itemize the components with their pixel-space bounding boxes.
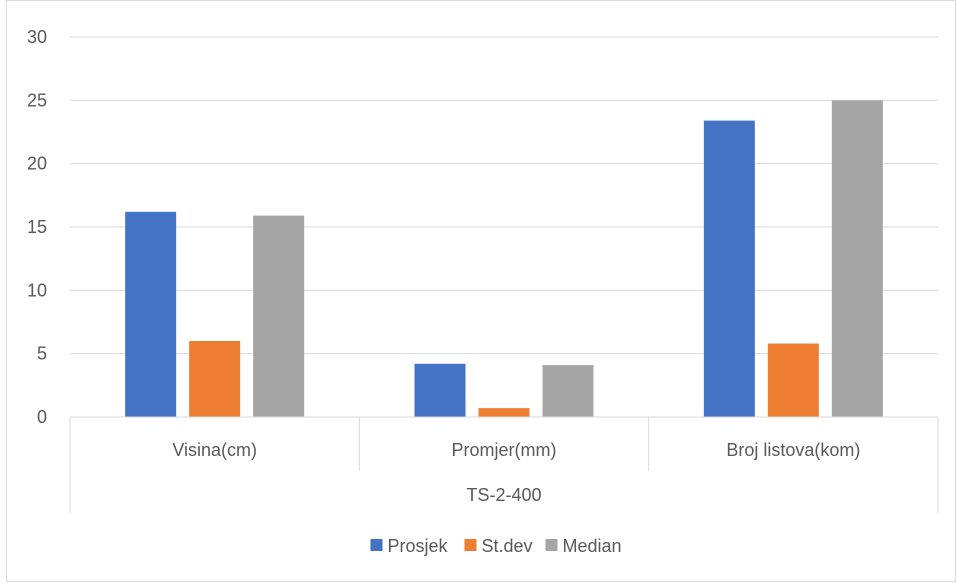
legend-label: St.dev bbox=[482, 536, 533, 556]
y-axis-ticks: 0 5 10 15 20 25 30 bbox=[27, 27, 47, 427]
x-category-label: Broj listova(kom) bbox=[726, 440, 860, 460]
x-axis-group-label: TS-2-400 bbox=[466, 485, 541, 505]
x-axis-category-labels: Visina(cm) Promjer(mm) Broj listova(kom) bbox=[172, 440, 860, 460]
legend-swatch bbox=[545, 539, 558, 551]
bars bbox=[125, 100, 883, 417]
y-tick-label: 15 bbox=[27, 217, 47, 237]
legend-swatch bbox=[370, 539, 383, 551]
bar-median-2 bbox=[542, 365, 594, 417]
y-tick-label: 20 bbox=[27, 154, 47, 174]
bar-median-3 bbox=[831, 100, 883, 417]
bar-prosjek-2 bbox=[414, 363, 466, 417]
legend: Prosjek St.dev Median bbox=[370, 536, 622, 556]
y-tick-label: 10 bbox=[27, 280, 47, 300]
legend-label: Median bbox=[563, 536, 622, 556]
bar-median-1 bbox=[253, 215, 305, 417]
x-category-label: Promjer(mm) bbox=[452, 440, 557, 460]
y-tick-label: 25 bbox=[27, 90, 47, 110]
y-tick-label: 0 bbox=[37, 407, 47, 427]
legend-swatch bbox=[464, 539, 477, 551]
bar-prosjek-3 bbox=[703, 120, 755, 417]
bar-st-dev-1 bbox=[189, 341, 241, 417]
x-category-label: Visina(cm) bbox=[172, 440, 257, 460]
x-axis bbox=[69, 416, 939, 513]
legend-label: Prosjek bbox=[388, 536, 449, 556]
y-tick-label: 30 bbox=[27, 27, 47, 47]
bar-st-dev-2 bbox=[478, 408, 530, 417]
y-tick-label: 5 bbox=[37, 344, 47, 364]
bar-st-dev-3 bbox=[767, 343, 819, 417]
bar-prosjek-1 bbox=[125, 211, 177, 417]
